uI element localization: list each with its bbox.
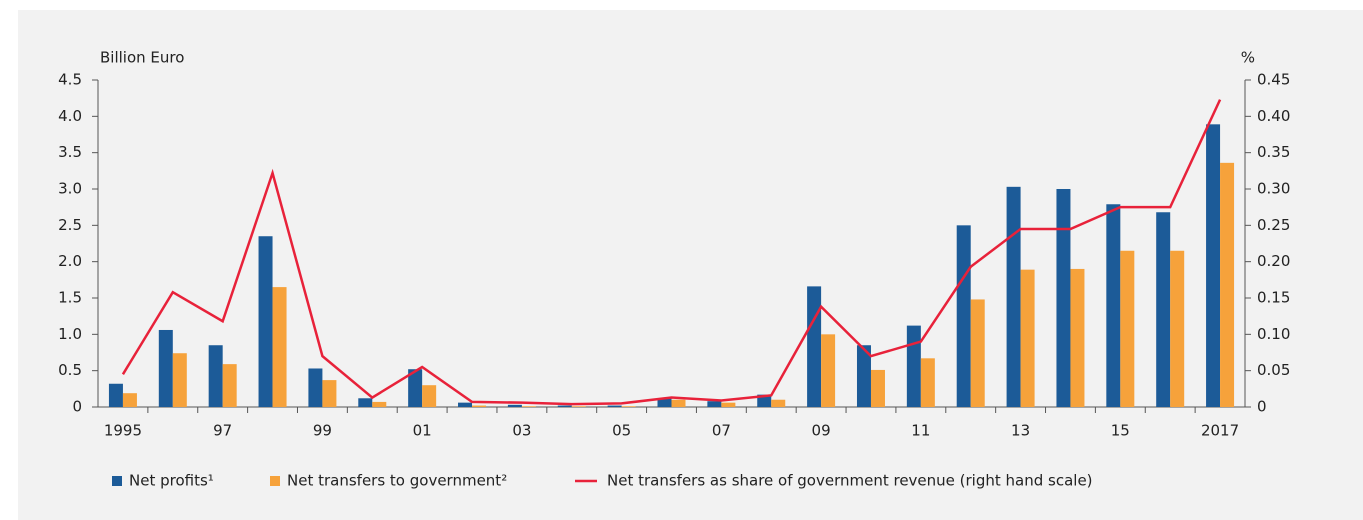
bar	[571, 406, 586, 407]
bar	[821, 334, 836, 407]
x-tick-label: 11	[911, 422, 930, 440]
bar	[1056, 189, 1071, 407]
y-tick-label: 4.0	[58, 107, 82, 125]
bar	[408, 369, 423, 407]
bar	[1206, 124, 1221, 408]
bar	[557, 405, 572, 407]
x-tick-label: 01	[413, 422, 432, 440]
bar	[657, 398, 672, 407]
bar	[920, 358, 935, 407]
y-axis-label: Billion Euro	[100, 49, 184, 67]
bar	[970, 299, 985, 407]
y-tick-label: 0.5	[58, 361, 82, 379]
x-tick-label: 2017	[1201, 422, 1239, 440]
y2-tick-label: 0.20	[1257, 252, 1290, 270]
bar	[108, 383, 123, 407]
y-tick-label: 4.5	[58, 71, 82, 89]
bar	[458, 402, 473, 407]
line	[121, 99, 1222, 406]
y2-tick-label: 0.40	[1257, 107, 1290, 125]
bar	[322, 380, 337, 407]
y-tick-label: 2.5	[58, 216, 82, 234]
legend-swatch	[270, 476, 280, 486]
bar	[870, 369, 885, 407]
bar	[158, 329, 173, 407]
x-tick-label: 97	[213, 422, 232, 440]
y-tick-label: 2.0	[58, 252, 82, 270]
bar	[807, 286, 822, 407]
bar	[771, 399, 786, 407]
x-tick-label: 03	[512, 422, 531, 440]
bar	[372, 401, 387, 407]
bar	[1106, 204, 1121, 407]
y-tick-label: 3.5	[58, 143, 82, 161]
y2-tick-label: 0.35	[1257, 143, 1290, 161]
bar	[472, 405, 487, 407]
legend-label: Net transfers as share of government rev…	[607, 472, 1093, 490]
bar	[222, 364, 237, 407]
bar	[272, 287, 287, 407]
y2-tick-label: 0.30	[1257, 180, 1290, 198]
bar	[1156, 212, 1171, 407]
x-tick-label: 05	[612, 422, 631, 440]
x-tick-label: 09	[812, 422, 831, 440]
bar	[1220, 162, 1235, 407]
y2-tick-label: 0.05	[1257, 361, 1290, 379]
bar	[521, 406, 536, 407]
legend-swatch	[112, 476, 122, 486]
bar	[1120, 250, 1135, 407]
x-tick-label: 99	[313, 422, 332, 440]
y2-tick-label: 0.45	[1257, 71, 1290, 89]
bar	[172, 353, 187, 407]
y2-tick-label: 0.10	[1257, 325, 1290, 343]
bar	[358, 398, 373, 407]
bar	[956, 225, 971, 407]
bar	[422, 385, 437, 407]
legend-label: Net profits¹	[129, 472, 214, 490]
y-tick-label: 3.0	[58, 180, 82, 198]
bar	[607, 405, 622, 407]
y2-axis-label: %	[1241, 49, 1255, 67]
x-tick-label: 1995	[104, 422, 142, 440]
bar	[671, 399, 686, 407]
bar	[906, 325, 921, 407]
y2-tick-label: 0.15	[1257, 289, 1290, 307]
bar	[1020, 269, 1035, 407]
bar	[1170, 250, 1185, 407]
bar	[258, 236, 273, 407]
x-tick-label: 07	[712, 422, 731, 440]
bar	[707, 401, 722, 407]
bar	[721, 402, 736, 407]
bar	[122, 393, 137, 407]
x-tick-label: 15	[1111, 422, 1130, 440]
y2-tick-label: 0	[1257, 398, 1267, 416]
bar	[621, 406, 636, 407]
bar	[1070, 268, 1085, 407]
bar	[507, 404, 522, 407]
bar	[856, 345, 871, 407]
x-tick-label: 13	[1011, 422, 1030, 440]
y-tick-label: 1.0	[58, 325, 82, 343]
y2-tick-label: 0.25	[1257, 216, 1290, 234]
legend-label: Net transfers to government²	[287, 472, 507, 490]
y-tick-label: 1.5	[58, 289, 82, 307]
y-tick-label: 0	[72, 398, 82, 416]
bar	[757, 394, 772, 407]
bar	[1006, 186, 1021, 407]
bar	[308, 368, 323, 407]
bar	[208, 345, 223, 407]
